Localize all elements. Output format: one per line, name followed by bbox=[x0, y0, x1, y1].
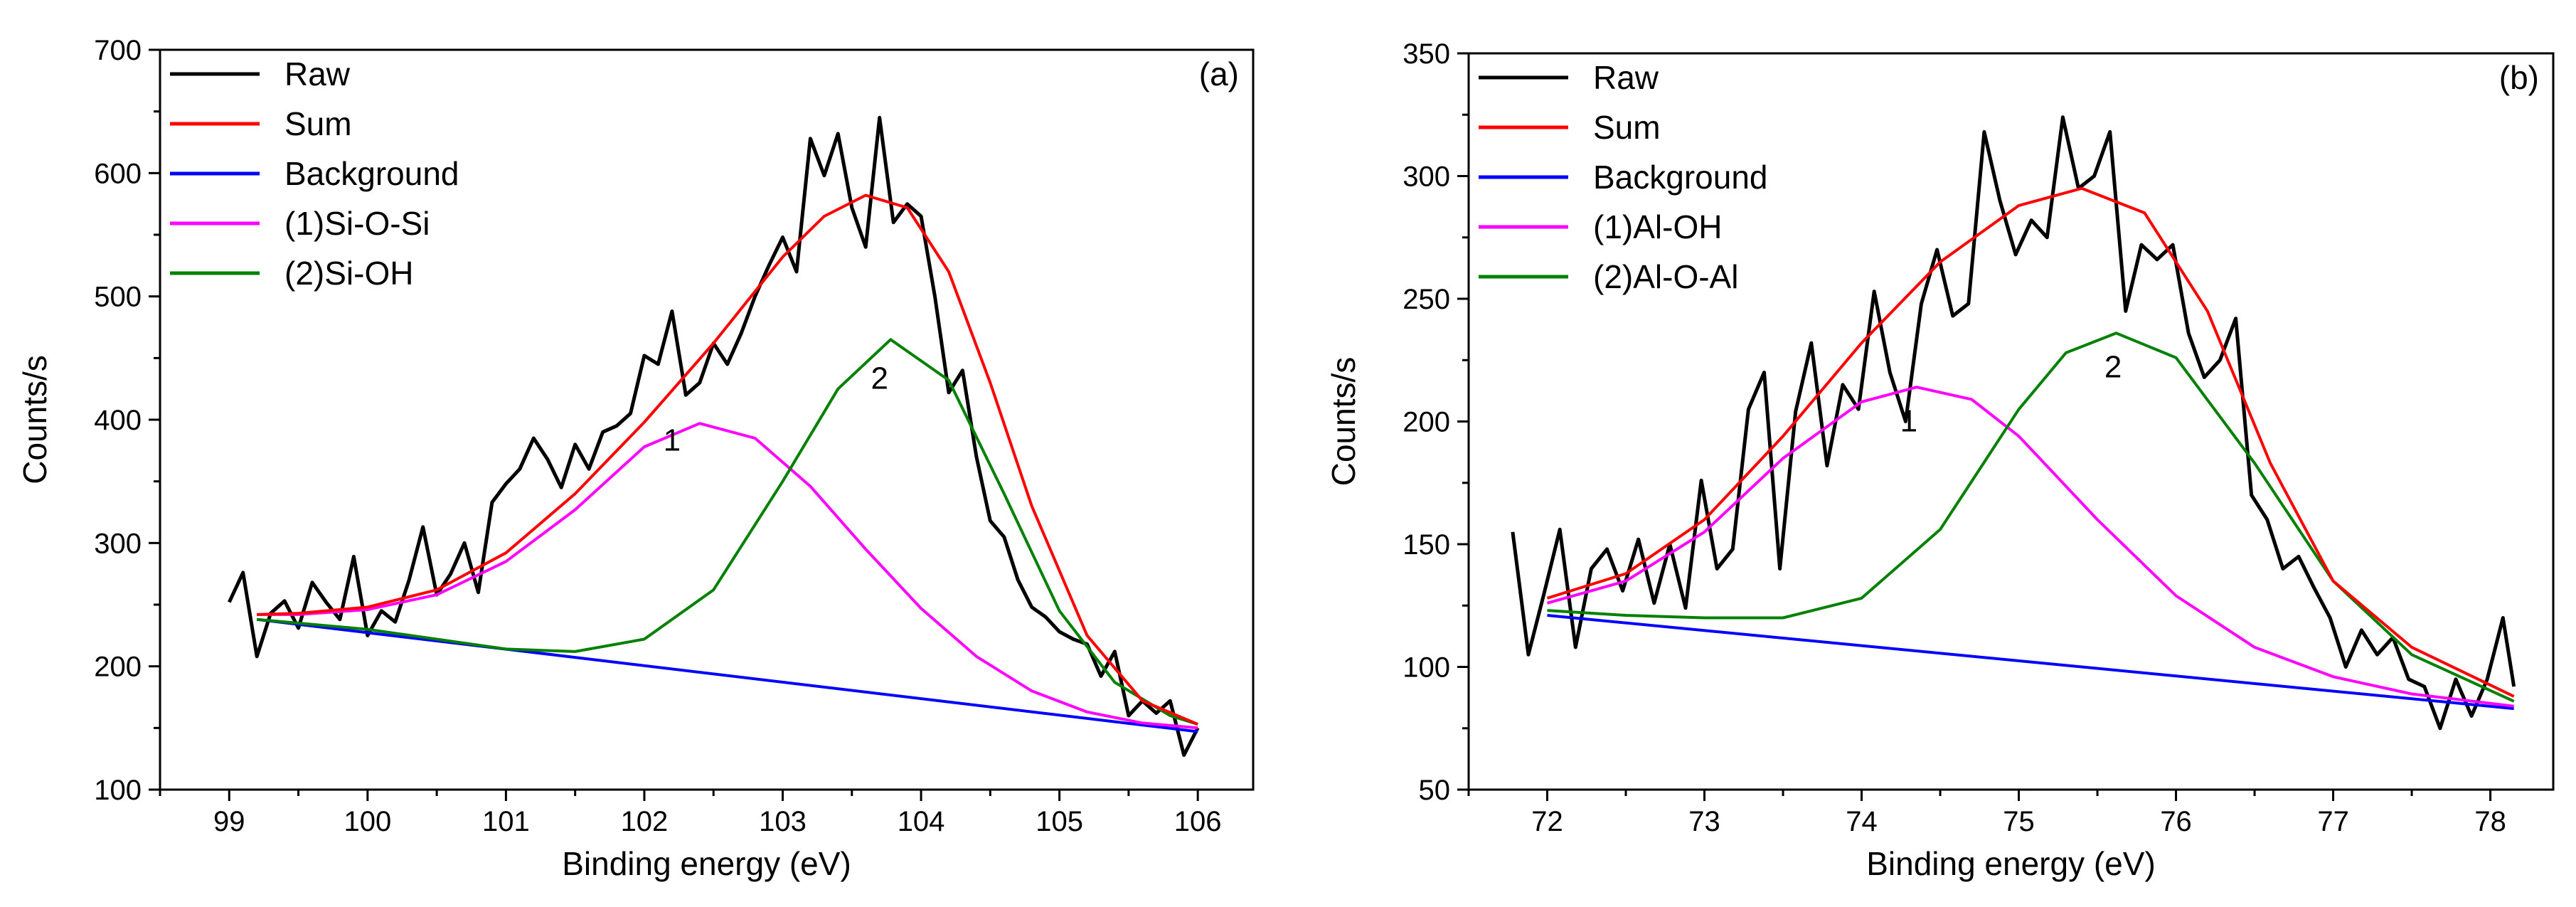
panel-a-x-tick-label: 99 bbox=[213, 806, 245, 837]
panel-b-x-tick-label: 75 bbox=[2003, 806, 2035, 837]
panel-a-y-tick-label: 400 bbox=[94, 405, 142, 436]
panel-a-y-axis-title: Counts/s bbox=[16, 355, 53, 484]
panel-b-y-tick-label: 100 bbox=[1403, 652, 1450, 684]
panel-a-series-sum bbox=[257, 193, 1198, 726]
panel-a-y-tick-label: 500 bbox=[94, 282, 142, 313]
panel-a-y-tick-label: 700 bbox=[94, 35, 142, 66]
panel-b-x-tick-label: 76 bbox=[2160, 806, 2192, 837]
panel-b-y-tick-label: 50 bbox=[1419, 775, 1451, 806]
panel-b-x-axis-title: Binding energy (eV) bbox=[1866, 845, 2156, 882]
panel-b-y-tick-label: 250 bbox=[1403, 284, 1450, 315]
panel-b-series-raw bbox=[1511, 115, 2516, 731]
panel-b-series-peak1 bbox=[1546, 386, 2514, 708]
panel-a-x-tick-label: 106 bbox=[1174, 806, 1222, 837]
panel-b-y-axis-title: Counts/s bbox=[1325, 357, 1362, 487]
panel-b-chart: 72 73 74 75 76 77 78 50 100 150 200 250 300 350 Bindin… bbox=[1325, 38, 2555, 882]
panel-b-legend-label-background: Background bbox=[1593, 159, 1768, 196]
panel-b-y-tick-label: 350 bbox=[1403, 38, 1450, 70]
panel-a-legend-label-raw: Raw bbox=[284, 55, 351, 92]
panel-b-legend-label-sum: Sum bbox=[1593, 109, 1661, 146]
panel-a-x-tick-label: 102 bbox=[621, 806, 669, 837]
panel-b-series-sum bbox=[1546, 186, 2515, 698]
panel-a-legend-label-background: Background bbox=[284, 155, 459, 192]
panel-a-y-tick-label: 300 bbox=[94, 528, 142, 559]
panel-a-y-tick-label: 200 bbox=[94, 652, 142, 683]
panel-b-x-tick-label: 72 bbox=[1531, 806, 1563, 837]
panel-a-x-tick-label: 104 bbox=[898, 806, 945, 837]
panel-a-legend-label-peak2: (2)Si-OH bbox=[284, 255, 413, 292]
panel-b-peak-label-1: 1 bbox=[1900, 403, 1917, 438]
panel-b-series-background bbox=[1547, 614, 2514, 711]
panel-b-x-tick-label: 77 bbox=[2317, 806, 2349, 837]
panel-b-y-tick-label: 300 bbox=[1403, 161, 1450, 193]
panel-a-chart: 99 100 101 102 103 104 105 106 100 200 300 400 500 60… bbox=[16, 35, 1255, 882]
panel-b-legend-label-raw: Raw bbox=[1593, 59, 1659, 96]
panel-a-peak-label-1: 1 bbox=[664, 423, 681, 457]
panel-b-legend-label-peak2: (2)Al-O-Al bbox=[1593, 258, 1738, 295]
panel-a-x-tick-label: 103 bbox=[759, 806, 807, 837]
panel-a-series-background bbox=[256, 617, 1198, 733]
panel-b-y-tick-label: 200 bbox=[1403, 407, 1450, 438]
panel-a-x-tick-label: 105 bbox=[1036, 806, 1083, 837]
panel-a-x-tick-label: 101 bbox=[482, 806, 530, 837]
panel-b-legend-label-peak1: (1)Al-OH bbox=[1593, 208, 1722, 245]
panel-a-y-tick-label: 600 bbox=[94, 158, 142, 189]
panel-a-legend-label-sum: Sum bbox=[284, 105, 352, 142]
panel-a-peak-label-2: 2 bbox=[871, 361, 888, 396]
panel-b-series-peak2 bbox=[1547, 331, 2515, 703]
panel-b-peak-label-2: 2 bbox=[2104, 349, 2122, 384]
panel-b-x-tick-label: 74 bbox=[1846, 806, 1878, 837]
panel-a-series-peak2 bbox=[257, 338, 1198, 726]
panel-a-y-tick-label: 100 bbox=[94, 775, 142, 806]
panel-a-series-peak1 bbox=[257, 422, 1198, 730]
panel-b-panel-label: (b) bbox=[2499, 59, 2539, 96]
panel-b-x-tick-label: 78 bbox=[2474, 806, 2506, 837]
panel-b-y-tick-label: 150 bbox=[1403, 529, 1450, 561]
panel-b-x-tick-label: 73 bbox=[1688, 806, 1720, 837]
panel-a-x-axis-title: Binding energy (eV) bbox=[562, 845, 851, 882]
panel-a-panel-label: (a) bbox=[1199, 55, 1239, 92]
panel-a-x-tick-label: 100 bbox=[344, 806, 391, 837]
panel-a-legend-label-peak1: (1)Si-O-Si bbox=[284, 205, 430, 242]
